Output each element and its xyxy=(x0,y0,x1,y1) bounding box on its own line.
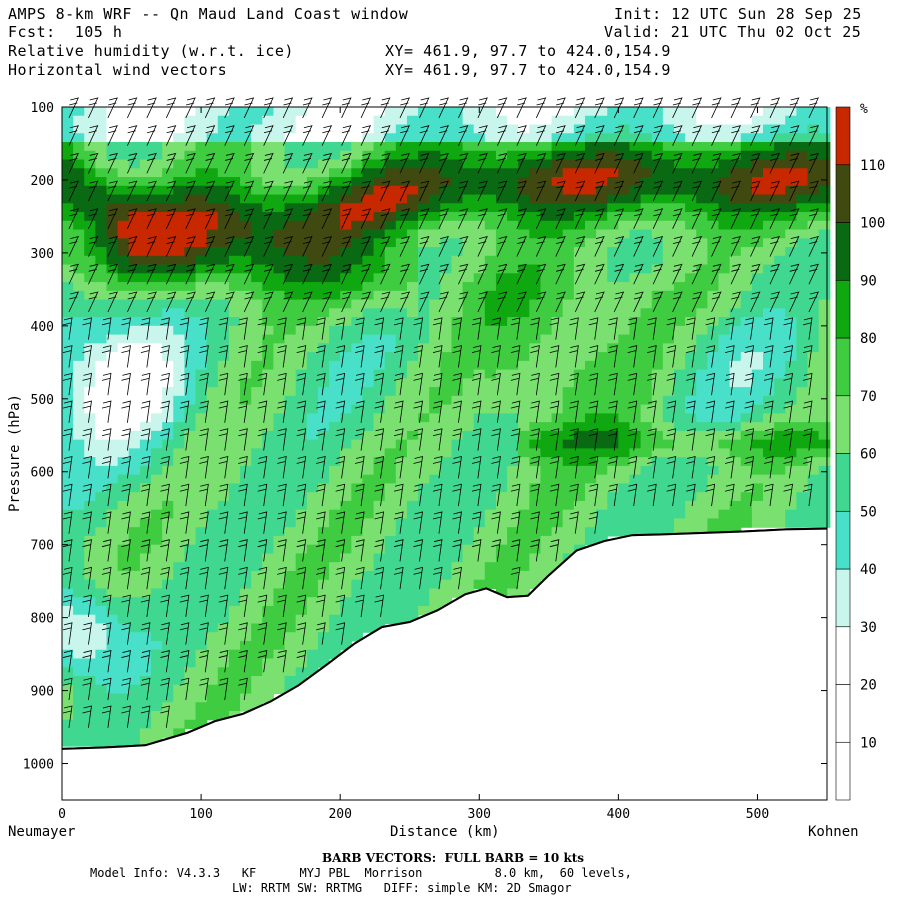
colorbar-unit: % xyxy=(860,102,868,117)
colorbar-label: 40 xyxy=(860,562,877,578)
colorbar-bin xyxy=(835,626,851,685)
x-tick-label: 200 xyxy=(328,807,351,822)
colorbar-bin xyxy=(835,510,851,570)
xy-range-1: XY= 461.9, 97.7 to 424.0,154.9 xyxy=(385,42,671,60)
colorbar-label: 30 xyxy=(860,620,877,636)
rh-field xyxy=(62,107,831,747)
valid-time: Valid: 21 UTC Thu 02 Oct 25 xyxy=(604,23,862,41)
colorbar-label: 50 xyxy=(860,504,877,520)
y-tick-label: 100 xyxy=(31,101,54,116)
colorbar-label: 10 xyxy=(860,735,877,751)
colorbar-label: 80 xyxy=(860,331,877,347)
colorbar-bin xyxy=(835,164,851,223)
colorbar-bin xyxy=(835,337,851,397)
colorbar-bin xyxy=(835,453,851,512)
y-tick-label: 500 xyxy=(31,393,54,408)
field-label-rh: Relative humidity (w.r.t. ice) xyxy=(8,42,294,60)
x-axis-label: Distance (km) xyxy=(390,824,500,840)
left-end-label: Neumayer xyxy=(8,824,76,840)
terrain-surface-outline xyxy=(61,527,828,750)
colorbar-label: 70 xyxy=(860,389,877,405)
y-tick-label: 300 xyxy=(31,247,54,262)
y-tick-label: 800 xyxy=(31,612,54,627)
colorbar-bin xyxy=(835,222,851,281)
x-tick-label: 0 xyxy=(58,807,66,822)
xy-range-2: XY= 461.9, 97.7 to 424.0,154.9 xyxy=(385,61,671,79)
colorbar-bin xyxy=(835,106,851,166)
colorbar-label: 20 xyxy=(860,678,877,694)
x-tick-label: 500 xyxy=(746,807,769,822)
colorbar-label: 100 xyxy=(860,216,885,232)
barb-legend: BARB VECTORS: FULL BARB = 10 kts xyxy=(322,851,585,865)
y-tick-label: 400 xyxy=(31,320,54,335)
colorbar-bin xyxy=(835,279,851,339)
colorbar-label: 110 xyxy=(860,158,885,174)
y-tick-label: 600 xyxy=(31,466,54,481)
plot-frame xyxy=(61,106,828,801)
colorbar-bin xyxy=(835,395,851,454)
y-tick-label: 1000 xyxy=(23,758,54,773)
chart-title: AMPS 8-km WRF -- Qn Maud Land Coast wind… xyxy=(8,5,409,23)
x-tick-label: 400 xyxy=(607,807,630,822)
x-tick-label: 100 xyxy=(189,807,212,822)
model-info-line1: Model Info: V4.3.3 KF MYJ PBL Morrison 8… xyxy=(90,866,632,880)
terrain-ground xyxy=(62,528,827,800)
right-end-label: Kohnen xyxy=(808,824,859,840)
model-info-line2: LW: RRTM SW: RRTMG DIFF: simple KM: 2D S… xyxy=(232,881,572,895)
y-axis-label: Pressure (hPa) xyxy=(7,394,23,513)
y-tick-label: 700 xyxy=(31,539,54,554)
colorbar-bin xyxy=(835,568,851,628)
forecast-hour: Fcst: 105 h xyxy=(8,23,123,41)
colorbar-label: 60 xyxy=(860,447,877,463)
wind-barbs xyxy=(62,97,819,728)
colorbar-bin xyxy=(835,684,851,743)
x-tick-label: 300 xyxy=(468,807,491,822)
y-tick-label: 200 xyxy=(31,174,54,189)
field-label-wind: Horizontal wind vectors xyxy=(8,61,228,79)
init-time: Init: 12 UTC Sun 28 Sep 25 xyxy=(614,5,862,23)
colorbar-label: 90 xyxy=(860,273,877,289)
colorbar-bin xyxy=(835,741,851,801)
y-tick-label: 900 xyxy=(31,685,54,700)
